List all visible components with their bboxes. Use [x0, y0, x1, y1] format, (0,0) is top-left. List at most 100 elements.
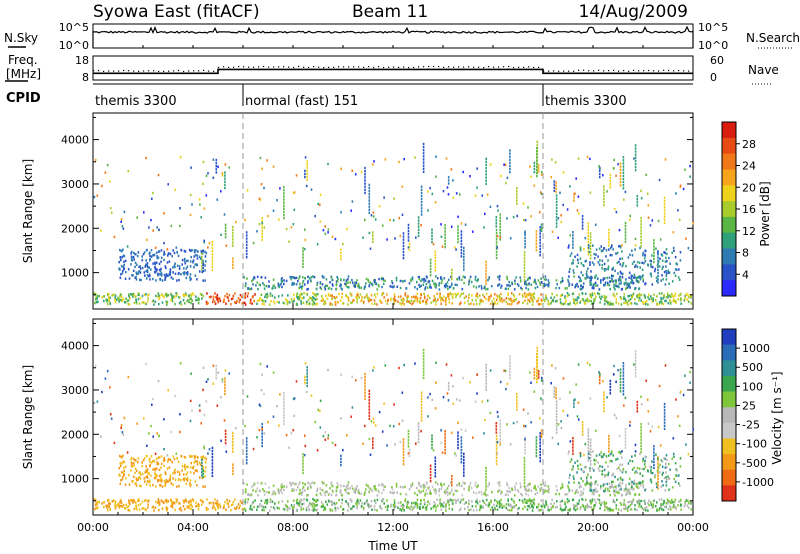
velocity-cell	[454, 489, 457, 492]
power-cell	[173, 264, 176, 267]
power-cell	[611, 254, 613, 257]
nave-dot	[213, 70, 215, 72]
power-cell	[585, 259, 587, 263]
velocity-cell	[566, 493, 568, 496]
velocity-cell	[403, 504, 405, 508]
noise-right-tick-top: 10^5	[698, 21, 728, 34]
power-cell	[468, 296, 470, 299]
velocity-cell	[602, 484, 604, 488]
power-cell	[204, 279, 206, 282]
power-cell	[589, 294, 592, 297]
nave-dot	[663, 69, 665, 71]
velocity-cell	[190, 461, 192, 465]
velocity-cell	[196, 504, 198, 508]
power-cell	[499, 216, 501, 219]
nave-dot	[583, 69, 585, 71]
velocity-cell	[352, 505, 354, 508]
power-cell	[142, 253, 145, 256]
power-cell	[356, 301, 358, 304]
velocity-cell	[266, 498, 269, 502]
power-cell	[314, 214, 316, 218]
power-cell	[523, 266, 526, 269]
power-cell	[536, 285, 539, 289]
power-cell	[586, 155, 589, 159]
power-cell	[586, 300, 589, 303]
velocity-cell	[106, 509, 109, 512]
power-cell	[334, 300, 337, 304]
power-cell	[150, 255, 153, 258]
nave-dot	[223, 66, 225, 68]
velocity-cell	[277, 488, 280, 491]
power-cell	[192, 259, 195, 262]
power-cell	[660, 296, 662, 300]
power-cell	[630, 277, 633, 280]
power-cell	[539, 241, 541, 244]
power-cell	[634, 169, 637, 172]
nave-dot	[123, 69, 125, 72]
power-cell	[202, 259, 204, 263]
velocity-cell	[157, 501, 159, 504]
power-cell	[519, 280, 522, 283]
nave-dot	[388, 66, 390, 68]
power-cell	[674, 300, 677, 303]
power-cell	[122, 265, 125, 268]
power-cell	[183, 267, 185, 270]
velocity-cell	[224, 500, 226, 504]
power-cell	[342, 302, 345, 305]
power-cell	[121, 272, 124, 275]
power-cell	[663, 196, 666, 200]
power-cell	[634, 248, 636, 251]
power-cell	[135, 275, 137, 279]
velocity-cell	[612, 500, 615, 503]
velocity-cell	[435, 489, 438, 492]
power-cell	[675, 262, 677, 265]
power-cell	[420, 284, 422, 288]
velocity-cell	[495, 459, 498, 463]
power-cell	[461, 287, 464, 291]
velocity-cell	[198, 476, 201, 479]
velocity-cell	[139, 503, 142, 506]
power-cell	[304, 156, 307, 159]
power-cell	[306, 163, 308, 166]
power-cell	[409, 301, 411, 304]
velocity-cell	[212, 504, 215, 507]
velocity-cell	[471, 500, 473, 503]
velocity-cell	[186, 477, 189, 480]
velocity-cell	[113, 499, 115, 502]
power-cell	[494, 302, 497, 305]
power-cell	[351, 200, 354, 203]
power-cell	[326, 297, 329, 300]
power-cell	[497, 209, 499, 212]
power-cell	[350, 293, 353, 296]
velocity-cell	[264, 501, 266, 505]
velocity-cell	[622, 386, 625, 390]
frequency-series	[93, 65, 693, 75]
velocity-cell	[393, 504, 396, 507]
velocity-cell	[594, 504, 596, 507]
cpid-panel: CPID themis 3300 normal (fast) 151 themis …	[6, 83, 693, 109]
velocity-cell	[346, 491, 349, 495]
nave-dot	[443, 66, 445, 68]
power-cell	[616, 261, 619, 265]
power-cell	[134, 261, 137, 265]
velocity-cell	[300, 493, 303, 496]
power-cell	[475, 294, 477, 297]
velocity-cell	[223, 504, 225, 507]
power-cell	[234, 301, 236, 304]
velocity-cell	[128, 499, 130, 502]
velocity-cell	[393, 501, 396, 504]
velocity-cell	[298, 483, 300, 486]
power-cell	[223, 213, 226, 216]
velocity-cell	[540, 504, 543, 508]
velocity-cell	[524, 487, 526, 490]
power-cell	[496, 235, 499, 238]
velocity-cell	[216, 504, 218, 507]
power-cell	[606, 190, 608, 193]
power-cell	[145, 156, 147, 160]
velocity-cell	[184, 508, 186, 511]
power-cell	[381, 285, 383, 289]
velocity-cell	[420, 419, 423, 422]
velocity-cell	[174, 478, 177, 481]
power-cell	[329, 294, 332, 297]
power-cell	[299, 285, 302, 288]
